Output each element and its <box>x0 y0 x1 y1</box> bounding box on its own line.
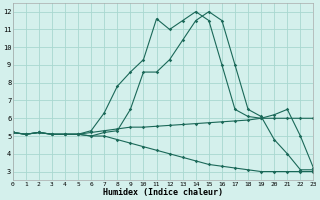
X-axis label: Humidex (Indice chaleur): Humidex (Indice chaleur) <box>103 188 223 197</box>
